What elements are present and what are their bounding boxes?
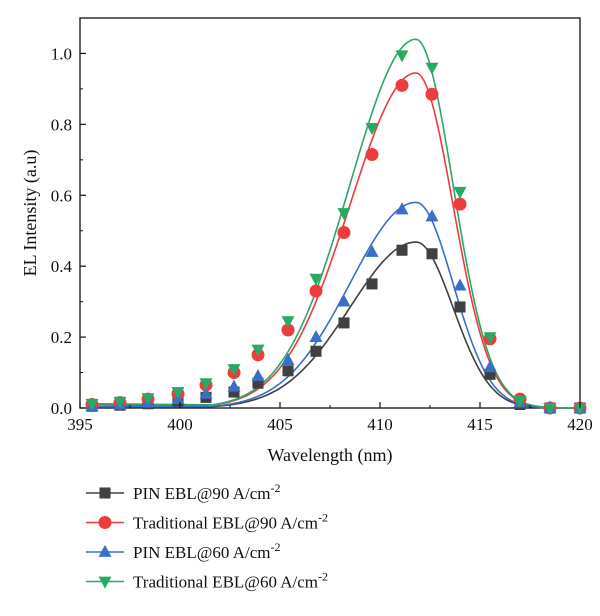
data-markers xyxy=(85,50,587,416)
data-point xyxy=(573,403,587,416)
y-tick-label: 0.8 xyxy=(51,115,72,134)
data-point xyxy=(453,278,467,291)
data-point xyxy=(251,344,265,357)
data-point xyxy=(483,332,497,345)
y-tick-label: 1.0 xyxy=(51,44,72,63)
y-tick-label: 0.2 xyxy=(51,328,72,347)
legend-label: Traditional EBL@90 A/cm-2 xyxy=(133,511,328,533)
data-point xyxy=(425,209,439,222)
data-point xyxy=(337,226,351,239)
data-point xyxy=(365,244,379,257)
plot-area xyxy=(79,17,587,416)
data-point xyxy=(453,186,467,199)
data-point xyxy=(281,316,295,329)
data-point xyxy=(395,202,409,215)
data-point xyxy=(365,148,379,161)
data-point xyxy=(395,50,409,63)
data-point xyxy=(141,393,155,406)
legend-label: PIN EBL@60 A/cm-2 xyxy=(133,540,281,562)
data-point xyxy=(425,62,439,75)
data-point xyxy=(426,248,438,260)
data-point xyxy=(252,377,264,389)
x-axis-title: Wavelength (nm) xyxy=(267,445,392,466)
data-point xyxy=(310,345,322,357)
fit-curves xyxy=(91,38,580,409)
data-point xyxy=(453,197,467,211)
data-point xyxy=(227,364,241,377)
legend: PIN EBL@90 A/cm-2 Traditional EBL@90 A/cm… xyxy=(86,481,328,592)
data-point xyxy=(228,386,240,398)
data-point xyxy=(395,78,409,92)
data-point xyxy=(396,244,408,256)
y-axis-title: EL Intensity (a.u) xyxy=(20,150,41,277)
legend-label: Traditional EBL@60 A/cm-2 xyxy=(133,570,328,592)
y-tick-label: 0.0 xyxy=(51,399,72,418)
data-point xyxy=(366,278,378,290)
data-point xyxy=(338,317,350,329)
fit-curve xyxy=(92,241,580,409)
data-point xyxy=(281,323,295,337)
data-point xyxy=(251,368,265,381)
x-axis: 395 400 405 410 415 420 xyxy=(67,402,593,434)
legend-marker xyxy=(98,576,112,589)
data-point xyxy=(281,352,295,366)
x-tick-label: 420 xyxy=(567,415,593,434)
legend-label: PIN EBL@90 A/cm-2 xyxy=(133,481,281,503)
y-tick-label: 0.6 xyxy=(51,186,72,205)
x-tick-label: 395 xyxy=(67,415,93,434)
data-point xyxy=(309,329,323,342)
x-tick-label: 405 xyxy=(267,415,293,434)
fit-curve xyxy=(92,201,580,409)
data-point xyxy=(113,396,127,409)
data-point xyxy=(171,387,185,400)
plot-frame xyxy=(79,17,581,409)
fit-curve xyxy=(92,72,580,409)
legend-marker xyxy=(98,516,112,529)
data-point xyxy=(454,301,466,313)
data-point xyxy=(543,403,557,416)
legend-marker xyxy=(98,544,112,557)
y-axis: 0.0 0.2 0.4 0.6 0.8 1.0 xyxy=(51,17,86,418)
data-point xyxy=(227,379,241,392)
data-point xyxy=(85,398,99,411)
data-point xyxy=(282,365,294,377)
x-tick-label: 415 xyxy=(467,415,493,434)
data-point xyxy=(199,378,213,391)
data-point xyxy=(337,208,351,221)
data-point xyxy=(309,284,323,298)
x-tick-label: 400 xyxy=(167,415,193,434)
y-tick-label: 0.4 xyxy=(51,257,73,276)
x-tick-label: 410 xyxy=(367,415,393,434)
data-point xyxy=(337,294,351,307)
data-point xyxy=(483,360,497,373)
data-point xyxy=(309,273,323,286)
fit-curve xyxy=(91,38,580,409)
data-point xyxy=(513,396,527,409)
data-point xyxy=(365,123,379,136)
legend-marker xyxy=(99,487,111,499)
data-point xyxy=(199,386,213,399)
data-point xyxy=(484,368,496,380)
data-point xyxy=(425,87,439,101)
